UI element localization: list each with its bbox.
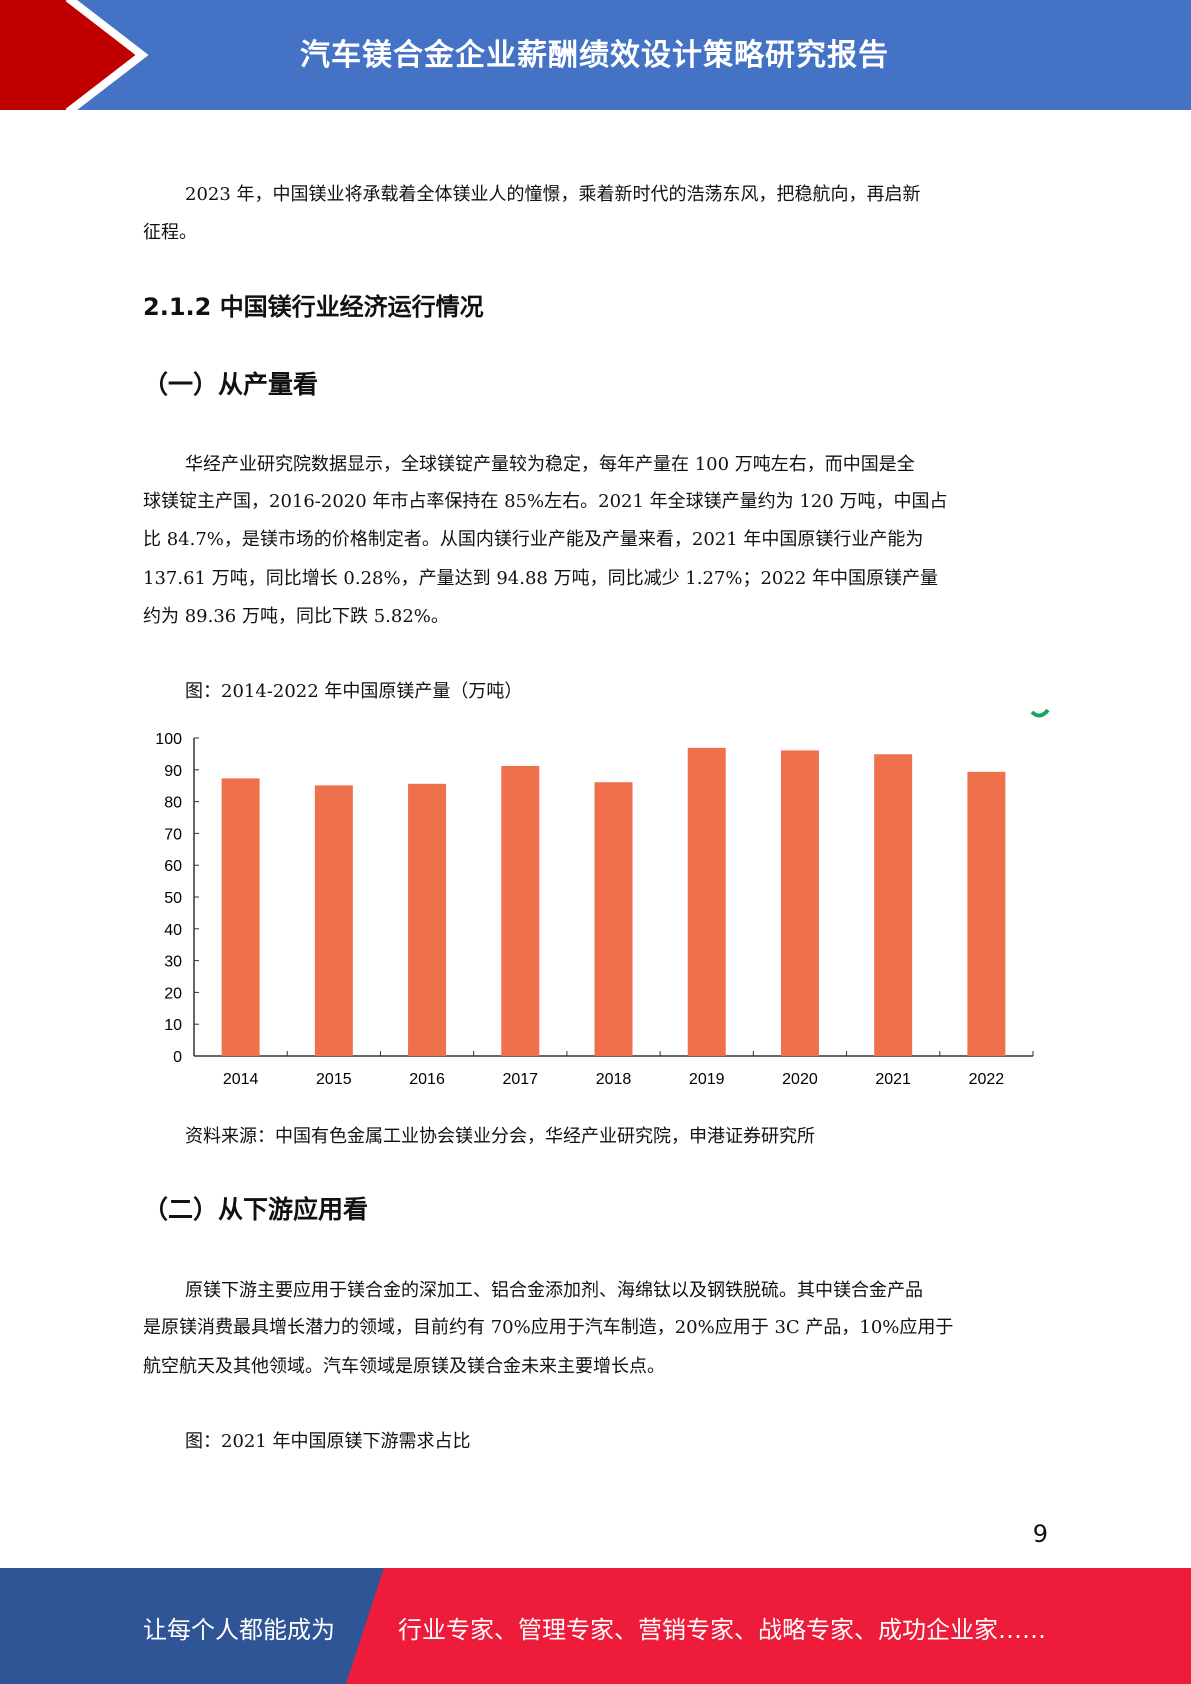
- section-heading: 2.1.2 中国镁行业经济运行情况: [143, 293, 484, 321]
- paragraph-line: 2023 年，中国镁业将承载着全体镁业人的憧憬，乘着新时代的浩荡东风，把稳航向，…: [185, 184, 921, 205]
- figure-caption: 图：2014-2022 年中国原镁产量（万吨）: [185, 681, 523, 702]
- y-tick-label: 70: [164, 826, 182, 843]
- subsection-heading: （二）从下游应用看: [143, 1195, 369, 1224]
- bar-2016: [408, 783, 447, 1056]
- y-tick-label: 50: [164, 890, 182, 907]
- x-tick-label: 2015: [316, 1071, 352, 1088]
- paragraph-line: 比 84.7%，是镁市场的价格制定者。从国内镁行业产能及产量来看，2021 年中…: [143, 529, 924, 550]
- paragraph-line: 137.61 万吨，同比增长 0.28%，产量达到 94.88 万吨，同比减少 …: [143, 568, 939, 589]
- page-header: 汽车镁合金企业薪酬绩效设计策略研究报告: [0, 0, 1191, 110]
- figure-source: 资料来源：中国有色金属工业协会镁业分会，华经产业研究院，申港证券研究所: [185, 1126, 815, 1147]
- x-tick-label: 2022: [969, 1071, 1005, 1088]
- y-tick-label: 90: [164, 763, 182, 780]
- x-tick-label: 2014: [223, 1071, 259, 1088]
- figure-caption: 图：2021 年中国原镁下游需求占比: [185, 1431, 471, 1452]
- bar-2015: [314, 785, 353, 1056]
- y-tick-label: 100: [155, 731, 182, 748]
- x-tick-label: 2019: [689, 1071, 725, 1088]
- footer-background: [0, 1568, 1191, 1684]
- x-tick-label: 2016: [409, 1071, 445, 1088]
- paragraph-line: 约为 89.36 万吨，同比下跌 5.82%。: [143, 606, 449, 627]
- paragraph-line: 是原镁消费最具增长潜力的领域，目前约有 70%应用于汽车制造，20%应用于 3C…: [143, 1317, 954, 1338]
- paragraph-line: 征程。: [143, 222, 197, 243]
- bar-2021: [874, 754, 913, 1056]
- y-tick-label: 40: [164, 922, 182, 939]
- green-mark-decoration: [1030, 708, 1050, 718]
- bar-2019: [687, 747, 726, 1056]
- x-tick-label: 2020: [782, 1071, 818, 1088]
- bar-2020: [780, 750, 819, 1056]
- footer-slogan-left: 让每个人都能成为: [143, 1616, 335, 1644]
- x-tick-label: 2017: [502, 1071, 538, 1088]
- x-tick-label: 2021: [875, 1071, 911, 1088]
- bar-2014: [221, 778, 260, 1056]
- paragraph-line: 原镁下游主要应用于镁合金的深加工、铝合金添加剂、海绵钛以及钢铁脱硫。其中镁合金产…: [185, 1280, 923, 1301]
- bar-2022: [967, 771, 1006, 1056]
- subsection-heading: （一）从产量看: [143, 370, 319, 399]
- page-footer: 让每个人都能成为 行业专家、管理专家、营销专家、战略专家、成功企业家……: [0, 1568, 1191, 1684]
- header-title: 汽车镁合金企业薪酬绩效设计策略研究报告: [300, 38, 889, 73]
- y-tick-label: 80: [164, 795, 182, 812]
- production-bar-chart: 0 10 20 30 40 50 60 70 80 90 100 2014 2015 2016 2017 20…: [155, 731, 1034, 1088]
- bar-2017: [501, 765, 540, 1056]
- y-tick-label: 30: [164, 954, 182, 971]
- y-tick-label: 10: [164, 1017, 182, 1034]
- bar-2018: [594, 782, 633, 1056]
- y-tick-label: 0: [173, 1049, 182, 1066]
- paragraph-line: 航空航天及其他领域。汽车领域是原镁及镁合金未来主要增长点。: [143, 1356, 665, 1377]
- header-chevron-decoration: [0, 0, 149, 110]
- paragraph-line: 球镁锭主产国，2016-2020 年市占率保持在 85%左右。2021 年全球镁…: [143, 491, 948, 512]
- paragraph-line: 华经产业研究院数据显示，全球镁锭产量较为稳定，每年产量在 100 万吨左右，而中…: [185, 454, 915, 475]
- y-tick-label: 60: [164, 858, 182, 875]
- y-tick-label: 20: [164, 985, 182, 1002]
- x-tick-label: 2018: [596, 1071, 632, 1088]
- footer-slogan-right: 行业专家、管理专家、营销专家、战略专家、成功企业家……: [398, 1616, 1046, 1644]
- page-number: 9: [1032, 1520, 1048, 1548]
